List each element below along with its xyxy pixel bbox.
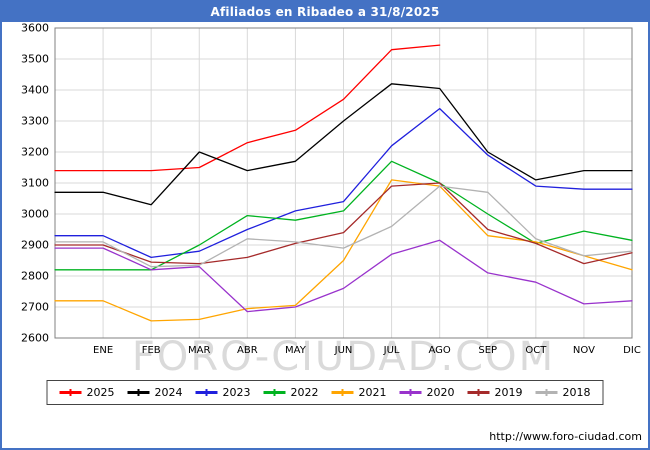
y-axis-tick-label: 3200 — [21, 146, 49, 159]
legend-swatch-2022 — [263, 389, 286, 396]
chart-legend: 2025 2024 2023 2022 2021 2020 2019 2018 — [46, 380, 604, 405]
x-axis-tick-label: OCT — [525, 345, 547, 356]
series-2019-line — [54, 182, 633, 265]
series-2023-line — [54, 107, 633, 259]
footer-link[interactable]: http://www.foro-ciudad.com — [489, 430, 642, 443]
legend-label: 2023 — [222, 386, 251, 399]
series-2020-line — [54, 239, 633, 313]
legend-label: 2022 — [290, 386, 319, 399]
x-axis-tick-label: ENE — [93, 345, 113, 356]
y-axis-tick-label: 3000 — [21, 208, 49, 221]
series-2021-line — [54, 179, 633, 322]
x-axis-tick-label: SEP — [478, 345, 497, 356]
legend-swatch-2019 — [467, 389, 490, 396]
legend-swatch-2024 — [127, 389, 150, 396]
y-axis-tick-label: 3600 — [21, 22, 49, 35]
x-axis-tick-label: DIC — [623, 345, 641, 356]
legend-swatch-2018 — [535, 389, 558, 396]
legend-item-2019: 2019 — [467, 386, 523, 399]
chart-area: 2600 2700 2800 2900 3000 3100 3200 3300 3400 3500… — [21, 22, 641, 378]
x-axis-tick-label: AGO — [429, 345, 451, 356]
y-axis-tick-label: 3100 — [21, 177, 49, 190]
legend-item-2022: 2022 — [263, 386, 319, 399]
legend-label: 2025 — [86, 386, 115, 399]
page-title: Afiliados en Ribadeo a 31/8/2025 — [210, 5, 440, 19]
legend-label: 2024 — [154, 386, 183, 399]
x-axis-tick-label: MAR — [188, 345, 210, 356]
y-axis-tick-label: 2600 — [21, 332, 49, 345]
legend-label: 2019 — [494, 386, 523, 399]
legend-item-2021: 2021 — [331, 386, 387, 399]
legend-swatch-2025 — [59, 389, 82, 396]
watermark-text: FORO-CIUDAD.COM — [132, 334, 555, 378]
x-axis-tick-label: NOV — [573, 345, 595, 356]
y-axis-tick-label: 3400 — [21, 84, 49, 97]
y-axis-tick-label: 3300 — [21, 115, 49, 128]
legend-item-2024: 2024 — [127, 386, 183, 399]
legend-item-2023: 2023 — [195, 386, 251, 399]
series-2024-line — [54, 83, 633, 206]
plot-border — [54, 27, 633, 339]
y-axis-tick-label: 2900 — [21, 239, 49, 252]
y-axis-tick-label: 2800 — [21, 270, 49, 283]
series-2025-line — [54, 44, 441, 172]
series-2018-line — [54, 185, 633, 268]
x-axis-tick-label: ABR — [237, 345, 258, 356]
legend-label: 2018 — [562, 386, 591, 399]
legend-swatch-2021 — [331, 389, 354, 396]
legend-label: 2020 — [426, 386, 455, 399]
legend-swatch-2023 — [195, 389, 218, 396]
x-axis-tick-label: FEB — [142, 345, 161, 356]
x-axis-tick-label: MAY — [285, 345, 307, 356]
x-axis-tick-label: JUL — [383, 345, 400, 356]
legend-swatch-2020 — [399, 389, 422, 396]
legend-item-2020: 2020 — [399, 386, 455, 399]
legend-item-2025: 2025 — [59, 386, 115, 399]
legend-item-2018: 2018 — [535, 386, 591, 399]
y-axis-tick-label: 3500 — [21, 53, 49, 66]
chart-title-bar: Afiliados en Ribadeo a 31/8/2025 — [2, 2, 648, 22]
x-axis-tick-label: JUN — [334, 345, 353, 356]
y-axis-tick-label: 2700 — [21, 301, 49, 314]
legend-label: 2021 — [358, 386, 387, 399]
